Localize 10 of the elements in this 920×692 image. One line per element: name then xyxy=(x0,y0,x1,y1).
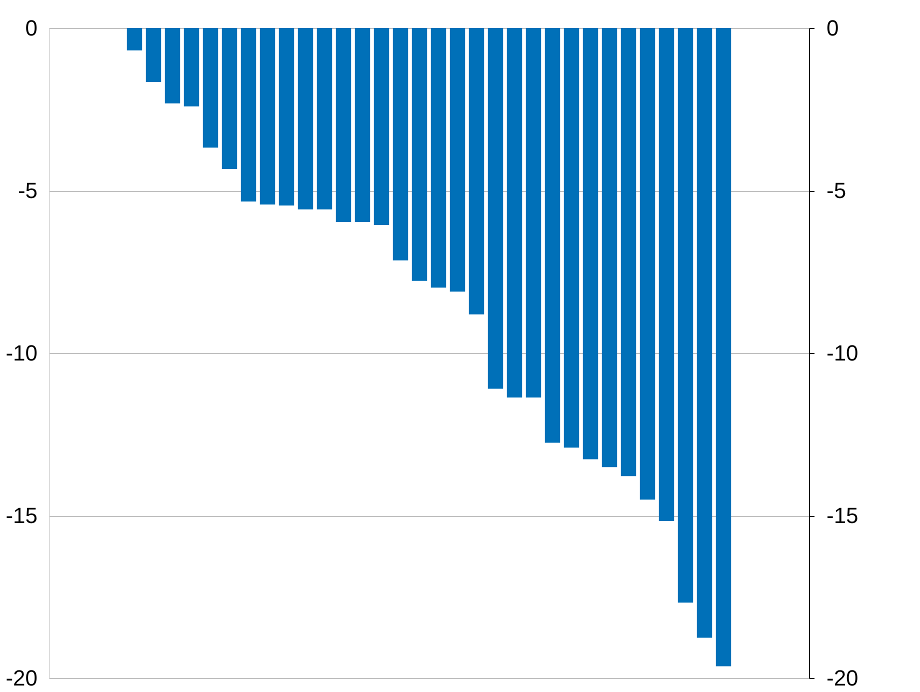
y2-tick-label: -15 xyxy=(826,503,858,528)
y-tick-label: -5 xyxy=(18,178,38,203)
y-tick-label: -15 xyxy=(6,503,38,528)
y2-tick-label: -5 xyxy=(826,178,846,203)
y-tick-label: -20 xyxy=(6,666,38,690)
y2-tick-label: -20 xyxy=(826,666,858,690)
y2-tick-label: -10 xyxy=(826,340,858,366)
y2-tick-label: 0 xyxy=(826,16,839,40)
y-tick-label: 0 xyxy=(25,16,38,40)
y-tick-label: -10 xyxy=(6,340,38,366)
